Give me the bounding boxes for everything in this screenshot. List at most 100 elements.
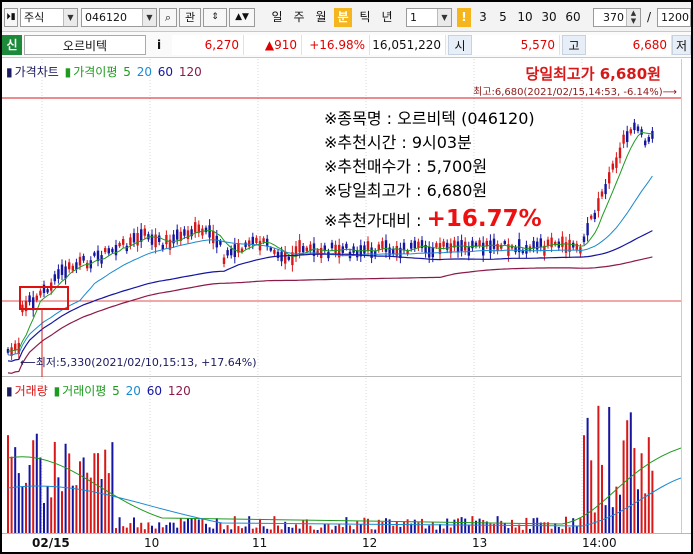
- period-week[interactable]: 주: [293, 10, 305, 24]
- favorite-button[interactable]: ⇕: [203, 8, 227, 27]
- axis-label: 12: [362, 536, 378, 550]
- candle-body: [240, 248, 244, 253]
- candle-body: [46, 289, 49, 293]
- toolbar: ⏵▮ 주식 ▼ 046120 ▼ ⌕ 관 ⇕ ▲▼ 일 주 월 분 틱 년 1 …: [2, 2, 691, 32]
- candle-body: [179, 231, 182, 241]
- price-scale[interactable]: [681, 59, 691, 533]
- volume-bar: [363, 517, 366, 533]
- period-tick[interactable]: 틱: [359, 10, 371, 24]
- legend-ma120: 120: [178, 65, 202, 79]
- candle-body: [564, 242, 568, 253]
- candle-body: [298, 240, 301, 253]
- market-select-value: 주식: [24, 11, 45, 24]
- volume-bar: [291, 527, 294, 533]
- volume-bar: [309, 525, 312, 533]
- candle-body: [582, 236, 586, 243]
- candle-body: [485, 240, 488, 247]
- minute-10-button[interactable]: 10: [517, 10, 533, 24]
- minute-1-button[interactable]: !: [457, 8, 471, 27]
- candle-body: [93, 252, 96, 256]
- candle-body: [518, 239, 521, 253]
- candle-body: [629, 129, 632, 134]
- candle-body: [64, 266, 67, 279]
- volume-bar: [215, 518, 218, 533]
- period-day[interactable]: 일: [271, 10, 283, 24]
- period-minute[interactable]: 분: [334, 8, 352, 27]
- candle-body: [348, 251, 352, 259]
- volume-bar: [273, 516, 276, 533]
- volume-bar: [482, 519, 485, 533]
- minute-5-button[interactable]: 5: [499, 10, 507, 24]
- volume-bar: [557, 527, 560, 533]
- volume-bar: [28, 464, 31, 533]
- volume-bar: [590, 460, 593, 533]
- period-month[interactable]: 월: [315, 10, 327, 24]
- volume-bar: [212, 528, 215, 533]
- volume-bar: [586, 417, 589, 533]
- ma120-line: [7, 256, 653, 374]
- candle-body: [327, 251, 330, 259]
- candle-body: [287, 256, 290, 260]
- volume-bar: [449, 527, 452, 533]
- count-separator: /: [646, 10, 652, 24]
- volume-bar: [219, 522, 222, 533]
- volume-bar: [381, 521, 384, 533]
- candle-body: [489, 240, 492, 254]
- price-chart[interactable]: ▮ 가격차트 ▮ 가격이평 5 20 60 120 당일최고가 6,680원 최고:…: [2, 59, 691, 377]
- candle-body: [456, 241, 460, 253]
- volume-bar: [248, 516, 251, 533]
- time-axis: 02/15 10 11 12 13 14:00: [2, 533, 691, 552]
- volume-bar: [352, 529, 355, 533]
- candle-body: [226, 250, 229, 256]
- market-select[interactable]: 주식 ▼: [20, 8, 78, 27]
- candle-body: [28, 295, 31, 303]
- chevron-down-icon: ▼: [63, 9, 77, 26]
- candle-body: [586, 223, 589, 236]
- volume-bar: [349, 525, 351, 533]
- candle-body: [374, 250, 377, 257]
- volume-bar: [640, 453, 643, 533]
- volume-bar: [611, 507, 614, 533]
- volume-chart[interactable]: ▮ 거래량 ▮ 거래이평 5 20 60 120: [2, 378, 691, 533]
- search-button[interactable]: ⌕: [159, 8, 177, 27]
- volume-legend: ▮ 거래량 ▮ 거래이평 5 20 60 120: [6, 382, 193, 399]
- count-value: 370: [603, 11, 624, 24]
- volume-bar: [539, 522, 542, 533]
- volume-bar: [295, 524, 297, 533]
- volume-bar: [550, 528, 553, 533]
- stock-name[interactable]: 오르비텍: [24, 35, 146, 55]
- kwan-button[interactable]: 관: [179, 8, 201, 27]
- period-year[interactable]: 년: [381, 10, 393, 24]
- candle-body: [197, 224, 200, 233]
- volume-bar: [277, 525, 279, 533]
- candle-body: [435, 243, 438, 248]
- nav-arrow-icon[interactable]: ⏵▮: [4, 8, 18, 27]
- info-line-day-high: ※당일최고가 : 6,680원: [324, 181, 488, 200]
- vma20-line: [7, 477, 681, 527]
- candle-body: [636, 126, 640, 131]
- total-input[interactable]: 1200: [657, 8, 691, 27]
- minute-30-button[interactable]: 30: [541, 10, 557, 24]
- candle-body: [172, 234, 175, 244]
- price-chart-canvas: [2, 59, 681, 377]
- volume-bar: [619, 494, 621, 533]
- volume-bar: [140, 522, 143, 533]
- stepper-icon[interactable]: ▲ ▼: [626, 9, 640, 26]
- code-input[interactable]: 046120 ▼: [81, 8, 157, 27]
- candle-body: [644, 140, 647, 146]
- count-input[interactable]: 370 ▲ ▼: [593, 8, 641, 27]
- interval-select[interactable]: 1 ▼: [406, 8, 452, 27]
- scroll-stepper[interactable]: ▲▼: [229, 8, 255, 27]
- legend-ma60: 60: [157, 65, 174, 79]
- volume-bar: [377, 519, 380, 533]
- volume-bar: [439, 524, 441, 533]
- candle-body: [417, 241, 420, 248]
- minute-3-button[interactable]: 3: [479, 10, 487, 24]
- candle-body: [165, 234, 168, 245]
- volume-bar: [32, 440, 35, 533]
- info-button[interactable]: i: [156, 38, 162, 52]
- candle-body: [366, 241, 370, 251]
- minute-60-button[interactable]: 60: [565, 10, 581, 24]
- legend-vma60: 60: [146, 384, 163, 398]
- candle-body: [114, 244, 118, 256]
